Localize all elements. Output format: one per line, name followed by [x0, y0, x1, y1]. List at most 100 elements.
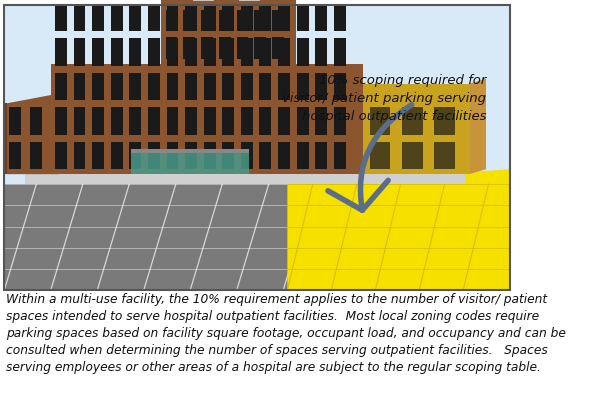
Bar — [334, 73, 346, 100]
Bar — [223, 4, 234, 32]
Bar — [316, 38, 327, 66]
Bar — [223, 73, 234, 100]
Bar — [260, 73, 271, 100]
Bar — [167, 73, 178, 100]
Bar — [223, 38, 234, 66]
Bar — [92, 4, 104, 32]
Bar — [260, 107, 271, 135]
Bar — [278, 142, 290, 169]
Bar — [185, 38, 197, 66]
Bar — [4, 5, 510, 290]
Bar — [92, 107, 104, 135]
Bar — [278, 38, 290, 66]
Bar — [167, 4, 178, 32]
Bar — [260, 4, 271, 32]
Bar — [185, 4, 197, 32]
Bar — [50, 64, 364, 174]
Bar — [260, 38, 271, 66]
Bar — [185, 142, 197, 169]
Polygon shape — [288, 169, 510, 290]
Bar — [316, 73, 327, 100]
Bar — [241, 38, 253, 66]
Bar — [55, 38, 67, 66]
Bar — [74, 73, 85, 100]
Bar — [204, 107, 215, 135]
Bar — [184, 10, 195, 32]
Bar — [370, 142, 390, 169]
Bar — [204, 4, 215, 32]
Bar — [364, 84, 469, 174]
Bar — [131, 152, 249, 174]
Bar — [30, 142, 43, 169]
Bar — [148, 142, 160, 169]
Bar — [148, 38, 160, 66]
Bar — [185, 107, 197, 135]
Bar — [92, 73, 104, 100]
Bar — [130, 73, 141, 100]
Bar — [184, 38, 195, 59]
Bar — [92, 38, 104, 66]
Bar — [297, 142, 308, 169]
Bar — [241, 142, 253, 169]
Bar — [92, 142, 104, 169]
Bar — [165, 10, 178, 32]
Bar — [9, 107, 21, 135]
Bar — [334, 4, 346, 32]
Bar — [435, 142, 455, 169]
Bar — [237, 10, 249, 32]
Bar — [278, 4, 290, 32]
Bar — [241, 107, 253, 135]
Bar — [254, 38, 266, 59]
Bar — [161, 0, 296, 64]
Bar — [316, 4, 327, 32]
Bar — [167, 142, 178, 169]
Bar — [272, 38, 284, 59]
Bar — [241, 73, 253, 100]
Bar — [55, 73, 67, 100]
Bar — [201, 38, 213, 59]
Bar — [111, 38, 123, 66]
Bar — [278, 73, 290, 100]
Bar — [55, 107, 67, 135]
Bar — [278, 107, 290, 135]
Bar — [111, 4, 123, 32]
Bar — [111, 107, 123, 135]
Bar — [223, 142, 234, 169]
Bar — [219, 10, 231, 32]
Bar — [370, 107, 390, 135]
Bar — [74, 38, 85, 66]
Bar — [55, 142, 67, 169]
Text: Within a multi-use facility, the 10% requirement applies to the number of visito: Within a multi-use facility, the 10% req… — [6, 293, 566, 374]
Bar — [297, 73, 308, 100]
Bar — [130, 38, 141, 66]
Text: 10% scoping required for
visitor/ patient parking serving
hospital outpatient fa: 10% scoping required for visitor/ patien… — [282, 74, 486, 123]
Bar — [260, 142, 271, 169]
FancyArrowPatch shape — [328, 105, 412, 210]
Bar — [297, 4, 308, 32]
Bar — [130, 142, 141, 169]
Bar — [254, 10, 266, 32]
Bar — [55, 4, 67, 32]
Bar — [167, 38, 178, 66]
Bar — [402, 142, 423, 169]
Bar — [185, 73, 197, 100]
Bar — [111, 142, 123, 169]
Bar — [204, 73, 215, 100]
Bar — [334, 107, 346, 135]
Bar — [26, 174, 465, 184]
Bar — [9, 142, 21, 169]
Bar — [364, 84, 469, 174]
Bar — [223, 107, 234, 135]
Bar — [316, 107, 327, 135]
Bar — [204, 38, 215, 66]
Bar — [297, 38, 308, 66]
Bar — [316, 142, 327, 169]
Polygon shape — [469, 79, 486, 174]
Bar — [148, 107, 160, 135]
Bar — [204, 142, 215, 169]
Bar — [165, 38, 178, 59]
Bar — [167, 107, 178, 135]
Bar — [219, 38, 231, 59]
Bar — [435, 107, 455, 135]
Bar — [237, 38, 249, 59]
